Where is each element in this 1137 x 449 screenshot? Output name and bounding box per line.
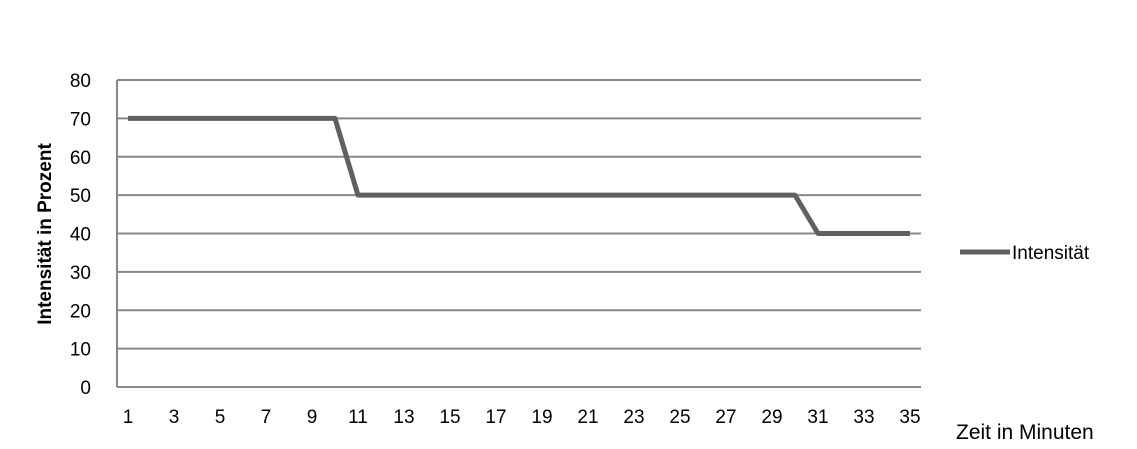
x-tick-label: 15 <box>439 407 460 428</box>
y-axis-label: Intensität in Prozent <box>35 143 56 325</box>
x-tick-label: 5 <box>215 407 226 428</box>
y-tick-label: 0 <box>80 378 91 399</box>
x-tick-label: 7 <box>261 407 272 428</box>
x-tick-label: 27 <box>715 407 736 428</box>
y-tick-label: 40 <box>70 225 91 246</box>
x-tick-label: 31 <box>807 407 828 428</box>
x-tick-labels: 1 3 5 7 9 11 13 15 17 19 21 23 25 27 29 31 33 35 <box>123 407 921 428</box>
y-tick-label: 20 <box>70 301 91 322</box>
y-tick-label: 60 <box>70 148 91 169</box>
series-line <box>128 115 910 236</box>
x-tick-label: 19 <box>531 407 552 428</box>
x-tick-label: 33 <box>853 407 874 428</box>
x-tick-label: 29 <box>761 407 782 428</box>
x-tick-label: 35 <box>899 407 920 428</box>
x-tick-label: 23 <box>623 407 644 428</box>
x-tick-label: 1 <box>123 407 134 428</box>
y-tick-label: 50 <box>70 186 91 207</box>
x-tick-label: 13 <box>393 407 414 428</box>
x-tick-label: 11 <box>348 407 368 428</box>
legend-label: Intensität <box>1012 243 1090 264</box>
y-tick-label: 10 <box>70 340 91 361</box>
x-axis-label: Zeit in Minuten <box>956 421 1094 444</box>
x-tick-label: 3 <box>169 407 180 428</box>
x-tick-label: 17 <box>485 407 506 428</box>
x-tick-label: 9 <box>307 407 318 428</box>
y-tick-labels: 0 10 20 30 40 50 60 70 80 <box>70 71 91 399</box>
y-tick-label: 70 <box>70 109 91 130</box>
legend: Intensität <box>960 243 1090 264</box>
gridlines <box>116 79 921 388</box>
y-tick-label: 30 <box>70 263 91 284</box>
x-tick-label: 21 <box>577 407 598 428</box>
series-lines <box>128 115 910 236</box>
x-tick-label: 25 <box>669 407 690 428</box>
y-tick-label: 80 <box>70 71 91 92</box>
